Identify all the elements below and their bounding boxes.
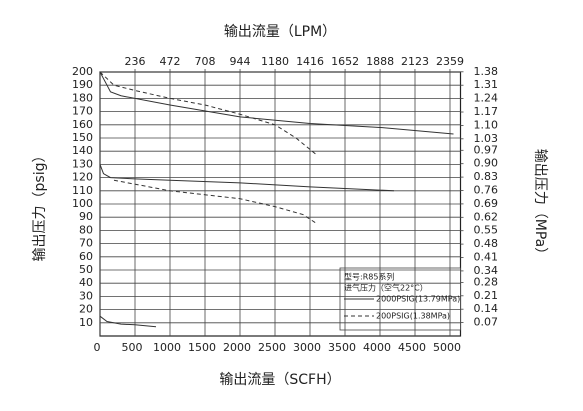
x-tick-label: 1000 [153,341,181,354]
x-tick-label: 2000 [223,341,251,354]
y-tick-label: 10 [79,316,93,329]
x-tick-label: 3000 [293,341,321,354]
y2-axis-title: 输出压力（MPa） [532,149,548,261]
y2-tick-label: 1.31 [474,78,499,91]
y2-tick-label: 0.83 [474,170,499,183]
y2-tick-label: 1.38 [474,65,499,78]
y2-tick-label: 1.10 [474,118,499,131]
x-tick-label: 500 [122,341,143,354]
y2-tick-label: 0.14 [474,302,499,315]
curve [99,164,395,192]
x-tick-label: 1500 [188,341,216,354]
x2-tick-label: 1180 [261,55,289,68]
y-tick-label: 90 [79,210,93,223]
y2-tick-label: 0.62 [474,210,499,223]
y-tick-label: 100 [72,197,93,210]
y2-tick-label: 0.21 [474,289,499,302]
x-tick-label: 2500 [258,341,286,354]
x2-tick-label: 2123 [401,55,429,68]
x2-tick-label: 1888 [366,55,394,68]
x-tick-label: 4000 [363,341,391,354]
y-tick-label: 180 [72,91,93,104]
x-tick-label: 4500 [398,341,426,354]
y-tick-label: 20 [79,303,93,316]
y-tick-label: 110 [72,184,93,197]
y-tick-label: 190 [72,78,93,91]
legend-subtitle: 进气压力（空气22°C） [344,283,428,293]
y-tick-label: 40 [79,276,93,289]
x2-tick-label: 1652 [331,55,359,68]
y2-tick-label: 0.55 [474,224,499,237]
y-tick-label: 30 [79,289,93,302]
x2-tick-label: 2359 [436,55,464,68]
y2-tick-label: 0.41 [474,251,499,264]
y-tick-label: 70 [79,237,93,250]
x-tick-label: 0 [94,341,101,354]
x2-tick-label: 472 [160,55,181,68]
legend-label: 2000PSIG(13.79MPa) [376,295,460,304]
curve [99,71,318,156]
y2-tick-label: 1.03 [474,132,499,145]
legend-label: 200PSIG(1.38MPa) [376,312,450,321]
y2-tick-label: 1.17 [474,105,499,118]
y-tick-label: 150 [72,131,93,144]
curve [99,315,157,328]
y-tick-label: 170 [72,105,93,118]
y-tick-label: 160 [72,118,93,131]
y-tick-label: 140 [72,144,93,157]
x2-tick-label: 236 [125,55,146,68]
y2-tick-label: 1.24 [474,92,499,105]
y2-tick-label: 0.28 [474,275,499,288]
y2-tick-label: 0.97 [474,143,499,156]
x2-tick-label: 944 [230,55,251,68]
y-tick-label: 130 [72,157,93,170]
x2-axis-title: 输出流量（LPM） [224,24,336,40]
x-tick-label: 3500 [328,341,356,354]
x2-tick-label: 708 [195,55,216,68]
y2-tick-label: 0.34 [474,264,499,277]
y2-tick-label: 0.69 [474,197,499,210]
y-tick-label: 60 [79,250,93,263]
y2-tick-label: 0.07 [474,316,499,329]
x-tick-label: 5000 [433,341,461,354]
y2-tick-label: 0.76 [474,184,499,197]
legend-title: 型号:R85系列 [344,272,394,282]
y-tick-label: 200 [72,65,93,78]
x2-tick-label: 1416 [296,55,324,68]
y2-tick-label: 0.90 [474,157,499,170]
y-tick-label: 120 [72,171,93,184]
y-axis-title: 输出压力（psig） [32,149,48,262]
curve [99,71,454,135]
y-tick-label: 80 [79,223,93,236]
y2-tick-label: 0.48 [474,237,499,250]
x-axis-title: 输出流量（SCFH） [219,372,340,388]
y-tick-label: 50 [79,263,93,276]
